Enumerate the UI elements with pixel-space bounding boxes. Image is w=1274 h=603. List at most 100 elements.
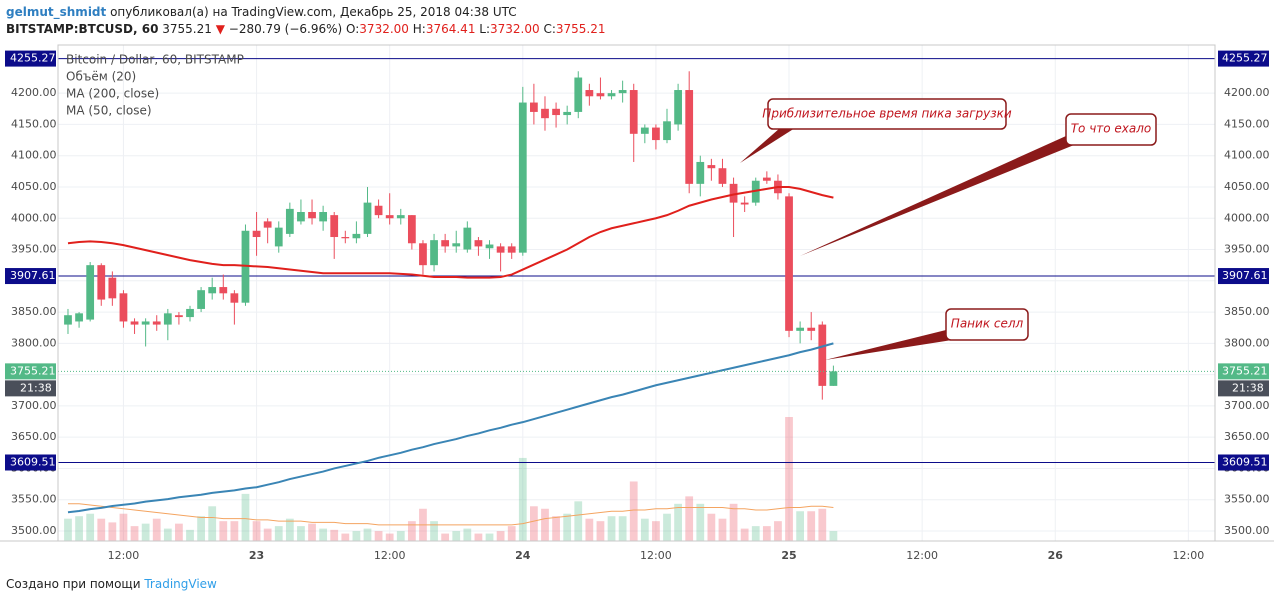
candle-body bbox=[618, 90, 627, 94]
volume-bar bbox=[130, 526, 139, 541]
candle-body bbox=[396, 215, 405, 219]
y-tick-label: 3950.00 bbox=[11, 243, 57, 256]
candle-body bbox=[219, 287, 228, 294]
volume-bar bbox=[75, 516, 83, 541]
candle-body bbox=[308, 212, 316, 219]
candle-body bbox=[541, 108, 549, 119]
volume-bar bbox=[241, 493, 250, 541]
volume-bar bbox=[152, 518, 161, 541]
volume-bar bbox=[607, 516, 616, 541]
volume-bar bbox=[86, 513, 95, 541]
volume-bar bbox=[252, 521, 261, 541]
volume-bar bbox=[740, 528, 749, 541]
author[interactable]: gelmut_shmidt bbox=[6, 5, 107, 19]
last: 3755.21 bbox=[162, 22, 212, 36]
candle-body bbox=[197, 290, 205, 309]
callout-text: То что ехало bbox=[1071, 122, 1152, 136]
volume-bar bbox=[640, 518, 649, 541]
volume-bar bbox=[718, 518, 727, 541]
y-tick-label: 4050.00 bbox=[11, 180, 57, 193]
timer-box bbox=[5, 380, 56, 397]
x-tick-label: 24 bbox=[515, 549, 531, 562]
volume-bar bbox=[407, 521, 416, 541]
volume-bar bbox=[186, 529, 194, 541]
candle-body bbox=[463, 227, 472, 250]
candle-body bbox=[274, 227, 283, 247]
annotations: Приблизительное время пика загрузки То ч… bbox=[740, 98, 1157, 360]
candle-body bbox=[319, 212, 328, 222]
volume-bar bbox=[674, 503, 682, 541]
candle-body bbox=[175, 315, 183, 318]
ma-line bbox=[67, 342, 834, 514]
candle-body bbox=[285, 208, 294, 234]
level-label: 3609.51 bbox=[1222, 455, 1268, 468]
candle-body bbox=[829, 371, 838, 386]
y-tick-label: 4150.00 bbox=[1224, 117, 1270, 130]
candle-body bbox=[607, 93, 616, 97]
volume-bar bbox=[552, 516, 560, 541]
candle-body bbox=[596, 93, 605, 97]
price-label-box bbox=[5, 363, 56, 380]
level-label-box bbox=[1218, 454, 1269, 471]
callout-box bbox=[767, 98, 1007, 130]
ohlc-label: O: bbox=[346, 22, 360, 36]
volume-bar bbox=[585, 518, 594, 541]
volume-bar bbox=[230, 521, 239, 541]
volume-bar bbox=[441, 533, 450, 541]
volume-bar bbox=[485, 533, 494, 541]
volume-bar bbox=[541, 508, 549, 541]
volume-bar bbox=[108, 522, 117, 541]
level-label: 4255.27 bbox=[10, 52, 56, 65]
y-tick-label: 4100.00 bbox=[1224, 149, 1270, 162]
brand[interactable]: TradingView bbox=[144, 577, 217, 591]
candle-body bbox=[186, 308, 194, 318]
candle-body bbox=[818, 324, 827, 386]
x-tick-label: 12:00 bbox=[1173, 549, 1205, 562]
callout-pointer bbox=[825, 330, 952, 360]
x-tick-label: 26 bbox=[1048, 549, 1064, 562]
level-label: 4255.27 bbox=[1222, 52, 1268, 65]
candle-body bbox=[718, 168, 727, 184]
volume-bar bbox=[563, 513, 572, 541]
candle-body bbox=[640, 127, 649, 134]
candle-body bbox=[252, 230, 261, 238]
ohlc-label: C: bbox=[543, 22, 556, 36]
footer: Создано при помощи TradingView bbox=[6, 577, 217, 591]
y-tick-label: 3550.00 bbox=[11, 493, 57, 506]
volume-bar bbox=[463, 528, 472, 541]
volume-bar bbox=[707, 513, 716, 541]
ohlc-value: 3755.21 bbox=[555, 22, 606, 36]
candle-body bbox=[352, 233, 361, 239]
candle-body bbox=[629, 90, 638, 134]
y-tick-label: 3650.00 bbox=[1224, 430, 1270, 443]
candle-body bbox=[663, 121, 671, 141]
volume-bar bbox=[330, 529, 339, 541]
candle-body bbox=[130, 321, 139, 325]
y-tick-label: 3850.00 bbox=[11, 305, 57, 318]
x-tick-label: 12:00 bbox=[374, 549, 406, 562]
volume-bar bbox=[530, 506, 538, 541]
ohlc-label: L: bbox=[479, 22, 491, 36]
volume-bar bbox=[297, 526, 305, 541]
price-label: 3755.21 bbox=[1222, 364, 1268, 377]
candle-body bbox=[485, 244, 494, 249]
volume-bar bbox=[208, 506, 217, 541]
ma-line bbox=[67, 185, 834, 279]
y-tick-label: 3650.00 bbox=[11, 430, 57, 443]
volume-bar bbox=[762, 526, 771, 541]
callout-text: Приблизительное время пика загрузки bbox=[762, 107, 1012, 121]
volume-bar bbox=[374, 531, 383, 541]
candle-body bbox=[363, 202, 372, 234]
x-tick-label: 25 bbox=[781, 549, 796, 562]
ohlc-value: 3732.00 bbox=[490, 22, 540, 36]
volume-bar bbox=[618, 516, 627, 541]
volume-bar bbox=[785, 417, 793, 541]
candle-body bbox=[75, 313, 83, 322]
level-label: 3609.51 bbox=[10, 455, 56, 468]
volume-bar bbox=[629, 481, 638, 541]
change: −280.79 (−6.96%) bbox=[228, 22, 343, 36]
candle-body bbox=[430, 240, 438, 266]
volume-bar bbox=[319, 528, 328, 541]
candle-body bbox=[374, 205, 383, 216]
